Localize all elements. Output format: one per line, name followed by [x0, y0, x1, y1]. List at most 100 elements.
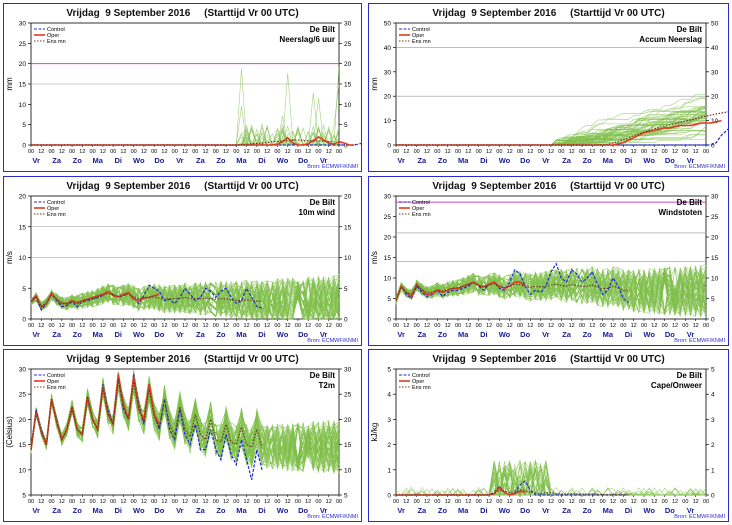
x-tick-label: 00 [579, 149, 585, 155]
x-tick-label: 00 [703, 149, 709, 155]
x-day-label: Di [115, 506, 123, 515]
y-tick-label: 0 [22, 317, 26, 324]
x-day-label: Wo [133, 506, 145, 515]
x-tick-label: 00 [393, 499, 399, 505]
x-tick-label: 00 [315, 499, 321, 505]
x-tick-label: 12 [100, 499, 106, 505]
x-day-label: Di [480, 506, 488, 515]
y-tick-label: 20 [384, 235, 392, 242]
x-day-label: Wo [277, 330, 289, 339]
x-tick-label: 12 [693, 149, 699, 155]
x-day-label: Do [298, 156, 308, 165]
y-tick-label: 0 [711, 317, 715, 324]
x-tick-label: 12 [486, 323, 492, 329]
ensemble-member-line [30, 278, 340, 318]
x-tick-label: 12 [264, 499, 270, 505]
x-day-label: Ma [236, 156, 247, 165]
x-tick-label: 00 [274, 149, 280, 155]
x-tick-label: 12 [141, 499, 147, 505]
ensemble-member-line [30, 274, 340, 320]
y-tick-label: 15 [19, 224, 27, 231]
legend-label: Control [412, 200, 430, 206]
x-tick-label: 00 [48, 499, 54, 505]
x-tick-label: 12 [548, 149, 554, 155]
y-tick-label: 15 [19, 82, 27, 89]
x-day-label: Do [665, 330, 675, 339]
x-tick-label: 00 [558, 499, 564, 505]
x-tick-label: 00 [641, 149, 647, 155]
legend-label: Oper [412, 206, 424, 212]
x-day-label: Vr [176, 330, 184, 339]
x-tick-label: 12 [79, 323, 85, 329]
x-tick-label: 12 [693, 499, 699, 505]
x-tick-label: 00 [414, 149, 420, 155]
accum-chart: Vrijdag 9 September 2016 (Starttijd Vr 0… [370, 8, 728, 170]
x-day-label: Di [258, 330, 266, 339]
x-tick-label: 12 [264, 323, 270, 329]
x-tick-label: 00 [315, 323, 321, 329]
x-tick-label: 12 [79, 149, 85, 155]
x-tick-label: 00 [233, 323, 239, 329]
x-tick-label: 00 [455, 499, 461, 505]
parameter-title: Cape/Onweer [651, 381, 702, 390]
x-tick-label: 00 [213, 499, 219, 505]
ensemble-member-line [395, 267, 707, 316]
y-tick-label: 10 [384, 118, 392, 125]
x-tick-label: 12 [326, 323, 332, 329]
x-day-label: Do [520, 156, 530, 165]
y-tick-label: 15 [344, 224, 352, 231]
y-tick-label: 40 [711, 45, 719, 52]
wind10-panel: Vrijdag 9 September 2016 (Starttijd Vr 0… [3, 176, 362, 346]
parameter-title: 10m wind [299, 208, 336, 217]
x-tick-label: 12 [244, 323, 250, 329]
y-tick-label: 0 [711, 143, 715, 150]
y-tick-label: 20 [384, 94, 392, 101]
y-tick-label: 0 [387, 317, 391, 324]
y-tick-label: 15 [711, 255, 719, 262]
x-tick-label: 00 [434, 149, 440, 155]
x-day-label: Za [196, 506, 206, 515]
x-day-label: Zo [73, 330, 83, 339]
y-tick-label: 10 [711, 276, 719, 283]
x-day-label: Do [154, 156, 164, 165]
location-label: De Bilt [310, 198, 336, 207]
y-tick-label: 30 [711, 194, 719, 201]
y-tick-label: 10 [19, 467, 27, 474]
x-day-label: Vr [320, 156, 328, 165]
x-day-label: Wo [643, 506, 655, 515]
x-tick-label: 12 [120, 149, 126, 155]
y-tick-label: 0 [387, 493, 391, 500]
x-tick-label: 00 [496, 323, 502, 329]
x-day-label: Wo [643, 156, 655, 165]
legend-label: Ens mn [412, 212, 431, 218]
series-ens-mn-line [395, 282, 629, 301]
x-tick-label: 00 [682, 323, 688, 329]
x-day-label: Za [417, 156, 427, 165]
x-tick-label: 00 [682, 499, 688, 505]
x-tick-label: 00 [90, 323, 96, 329]
neerslag-chart: Vrijdag 9 September 2016 (Starttijd Vr 0… [5, 8, 361, 170]
x-day-label: Wo [277, 506, 289, 515]
y-tick-label: 5 [22, 122, 26, 129]
y-tick-label: 20 [19, 417, 27, 424]
x-tick-label: 00 [192, 149, 198, 155]
y-tick-label: 15 [344, 442, 352, 449]
x-tick-label: 00 [28, 499, 34, 505]
ensemble-member-line [395, 268, 707, 315]
cape-panel: Vrijdag 9 September 2016 (Starttijd Vr 0… [368, 349, 729, 522]
x-tick-label: 12 [569, 499, 575, 505]
x-tick-label: 12 [244, 499, 250, 505]
x-tick-label: 00 [48, 323, 54, 329]
t2m-chart: Vrijdag 9 September 2016 (Starttijd Vr 0… [5, 354, 358, 520]
x-day-label: Za [52, 330, 62, 339]
x-day-label: Zo [73, 156, 83, 165]
x-tick-label: 12 [527, 499, 533, 505]
x-day-label: Zo [438, 330, 448, 339]
x-tick-label: 12 [100, 149, 106, 155]
legend-label: Ens mn [47, 212, 66, 218]
x-tick-label: 12 [465, 499, 471, 505]
x-tick-label: 00 [558, 149, 564, 155]
x-day-label: Ma [93, 330, 104, 339]
x-tick-label: 12 [465, 149, 471, 155]
